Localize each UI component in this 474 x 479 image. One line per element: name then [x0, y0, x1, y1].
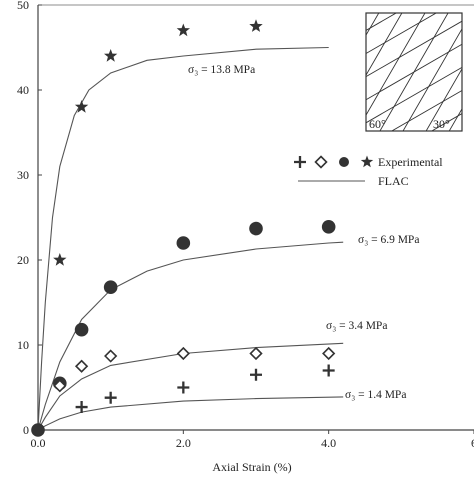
experimental-point-circle: [321, 220, 336, 234]
experimental-point-star: [249, 19, 263, 32]
sigma-label-1: σ₃ = 6.9 MPa: [358, 234, 419, 246]
y-tick-label: 50: [17, 0, 29, 12]
flac-curve-3: [37, 396, 344, 431]
legend-markers: [294, 155, 374, 169]
x-tick-label: 0.0: [31, 436, 46, 450]
experimental-point-star: [74, 100, 89, 113]
legend-experimental-label: Experimental: [378, 155, 443, 169]
experimental-point-star: [53, 253, 67, 266]
inset-joint-line-30: [366, 66, 462, 124]
inset-joint-line-30: [366, 43, 462, 101]
experimental-point-star: [104, 49, 118, 62]
inset-angle-30-label: 30°: [433, 117, 450, 131]
legend: Experimental FLAC: [294, 155, 443, 188]
y-tick-label: 40: [17, 83, 29, 97]
experimental-point-diamond: [176, 346, 190, 361]
curve-annotations: σ₃ = 13.8 MPa σ₃ = 6.9 MPa σ₃ = 3.4 MPa σ₃ …: [188, 64, 419, 401]
experimental-point-plus: [250, 368, 262, 381]
legend-flac-label: FLAC: [378, 174, 409, 188]
y-tick-label: 20: [17, 253, 29, 267]
experimental-point-plus: [322, 364, 335, 377]
inset-joint-line-60: [366, 13, 426, 117]
x-tick-label: 6: [471, 436, 474, 450]
legend-marker-star: [360, 155, 374, 168]
inset-joint-line-30: [366, 20, 462, 78]
flac-curve-2: [37, 342, 344, 431]
flac-curve-1: [37, 241, 344, 431]
inset-joint-line-30: [430, 113, 462, 131]
joint-orientation-inset: 60° 30°: [365, 12, 463, 132]
experimental-point-circle: [31, 423, 45, 437]
x-tick-label: 4.0: [321, 436, 336, 450]
inset-angle-60-label: 60°: [369, 117, 386, 131]
experimental-point-plus: [177, 381, 190, 394]
experimental-point-diamond: [74, 359, 89, 373]
ticks: 0.0 2.0 4.0 6 0 10 20 30 40 50: [17, 0, 474, 450]
inset-joint-line-60: [425, 67, 462, 131]
legend-marker-plus: [294, 156, 306, 168]
legend-marker-diamond: [314, 155, 328, 169]
y-tick-label: 0: [23, 423, 29, 437]
inset-joint-line-30: [366, 13, 398, 31]
inset-joint-line-60: [366, 13, 403, 77]
experimental-point-diamond: [249, 346, 263, 361]
experimental-point-diamond: [104, 349, 118, 363]
x-axis-title: Axial Strain (%): [212, 460, 291, 474]
x-tick-label: 2.0: [176, 436, 191, 450]
experimental-point-star: [176, 23, 190, 37]
sigma-label-2: σ₃ = 3.4 MPa: [326, 320, 387, 332]
experimental-point-plus: [75, 401, 88, 414]
axes: [37, 4, 474, 431]
experimental-point-diamond: [322, 346, 336, 361]
sigma-label-0: σ₃ = 13.8 MPa: [188, 64, 255, 76]
experimental-point-circle: [103, 280, 118, 295]
y-tick-label: 30: [17, 168, 29, 182]
experimental-point-circle: [74, 322, 89, 337]
y-tick-label: 10: [17, 338, 29, 352]
inset-joint-line-30: [366, 13, 438, 55]
experimental-points: [31, 19, 336, 437]
experimental-point-circle: [249, 221, 263, 236]
inset-joint-line-60: [402, 27, 462, 131]
experimental-point-plus: [104, 391, 117, 404]
inset-joint-line-30: [390, 89, 462, 131]
sigma-label-3: σ₃ = 1.4 MPa: [345, 389, 406, 401]
experimental-point-circle: [176, 236, 191, 250]
experimental-point-diamond: [53, 379, 67, 393]
legend-marker-circle: [339, 157, 349, 167]
